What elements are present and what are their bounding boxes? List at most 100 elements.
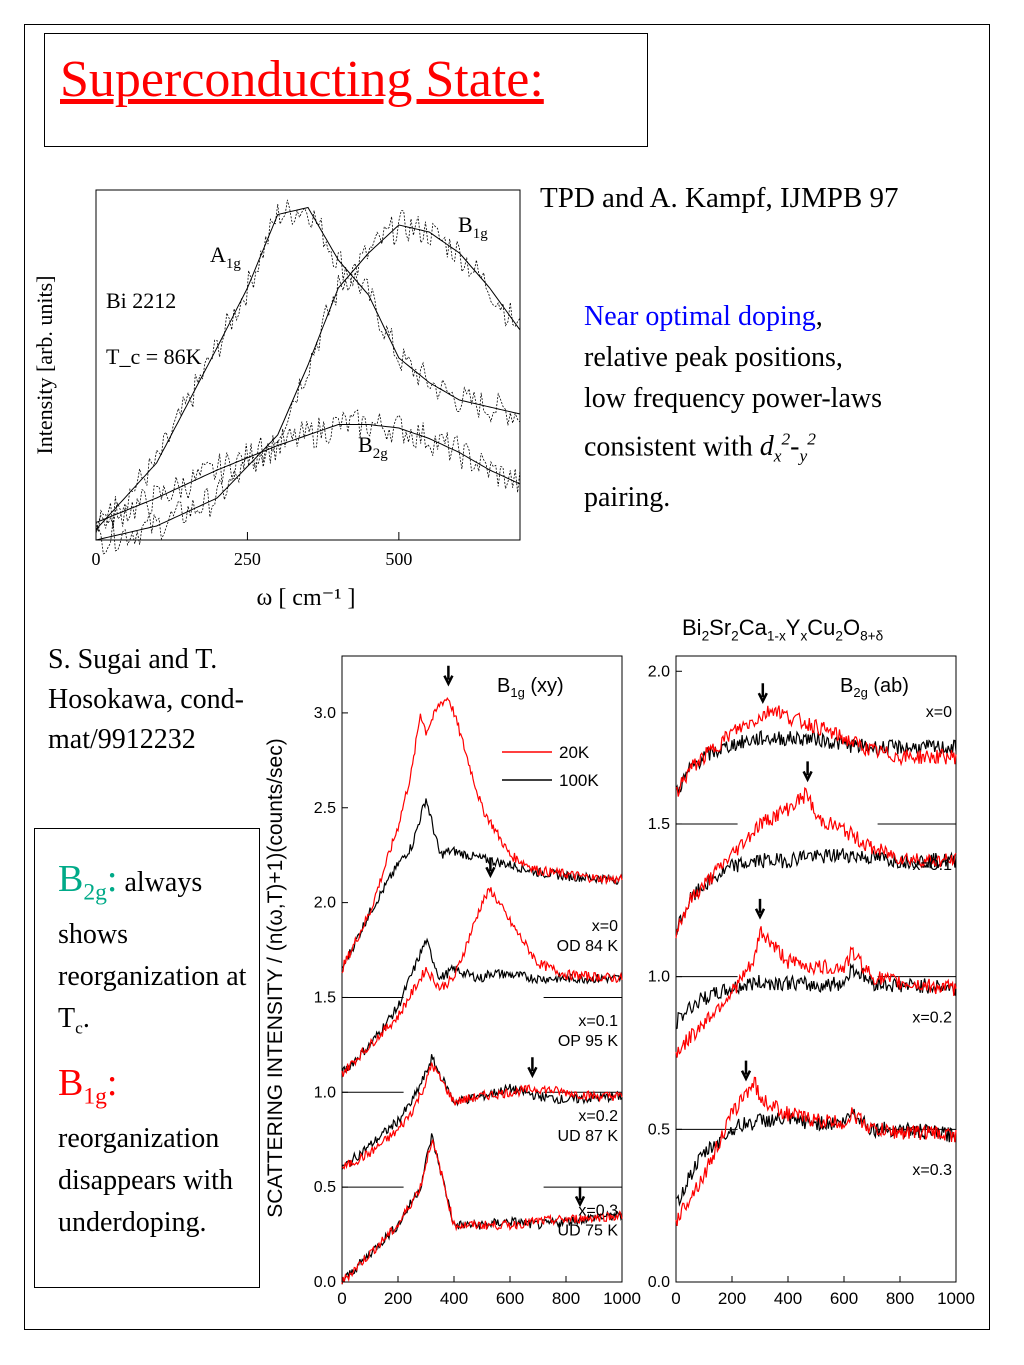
ytick-label: 0.0 (314, 1274, 336, 1291)
ytick-label: 1.0 (648, 969, 670, 986)
page-title: Superconducting State: (60, 51, 544, 108)
chart-b1g: x=0 OD 84 K x=0.1 OP 95 K x=0.2 UD 87 K x=0.3 U… (264, 655, 641, 1308)
legend-100k-label: 100K (559, 771, 599, 790)
curve-100k (341, 798, 623, 969)
peak-arrow (740, 1060, 752, 1082)
note-b2g-label: B2g: (58, 858, 118, 906)
chart1-data-b1g (95, 210, 521, 555)
panel-label-tc: OD 84 K (557, 938, 619, 955)
panel-label-tc: UD 87 K (558, 1128, 619, 1145)
chart3-title: B2g (ab) (840, 675, 909, 700)
description-line4: consistent with dx2-y2 (584, 430, 816, 466)
xtick-label: 800 (552, 1289, 580, 1308)
description-line4-text: consistent with (584, 431, 760, 463)
chart3-series-group: x=0 x=0.1 x=0.2 x=0.3 (675, 683, 957, 1283)
xtick-label: 200 (384, 1289, 412, 1308)
ytick-label: 2.0 (648, 663, 670, 680)
chart-bi2212: 0 250 500 Intensity [arb. units] ω [ cm⁻¹ … (32, 189, 521, 611)
chart2-ylabel: SCATTERING INTENSITY / (n(ω,T)+1)(counts… (264, 738, 287, 1217)
chart3-frame (675, 655, 957, 1283)
citation-top: TPD and A. Kampf, IJMPB 97 (540, 182, 899, 214)
ytick-label: 2.5 (314, 800, 336, 817)
note-b2g: B2g: always shows reorganization at Tc. (58, 858, 247, 1038)
xtick-label: 200 (718, 1289, 746, 1308)
ytick-label: 1.0 (314, 1084, 336, 1101)
panel-label-doping: x=0.1 (912, 857, 952, 874)
xtick-label: 800 (886, 1289, 914, 1308)
note-b1g: B1g: reorganization disappears with unde… (58, 1062, 258, 1244)
chart1-annotation-tc: T_c = 86K (106, 344, 202, 369)
chart1-series-group (95, 199, 521, 555)
peak-arrow (527, 1057, 538, 1079)
xtick-label: 0 (337, 1289, 346, 1308)
curve-100k (675, 728, 957, 794)
chart1-fit-a1g (95, 206, 521, 530)
description-line3: low frequency power-laws (584, 383, 882, 414)
ytick-label: 0.5 (314, 1179, 336, 1196)
curve-20k (341, 1062, 623, 1170)
chart1-xtick-label: 0 (92, 549, 101, 569)
xtick-label: 400 (774, 1289, 802, 1308)
panel-label-tc: UD 75 K (558, 1223, 619, 1240)
chart1-data-a1g (95, 199, 521, 532)
chart3-ticks: 0 200 400 600 800 1000 0.0 0.5 1.0 1.5 2.0 (648, 663, 975, 1308)
peak-arrow (574, 1186, 586, 1208)
chart1-xlabel: ω [ cm⁻¹ ] (257, 585, 356, 611)
ytick-label: 2.0 (314, 895, 336, 912)
peak-arrow (754, 898, 766, 920)
compound-formula: Bi2Sr2Ca1-xYxCu2O8+δ (682, 615, 884, 644)
description: Near optimal doping, relative peak posit… (584, 296, 882, 518)
chart2-ticks: 0 200 400 600 800 1000 0.0 0.5 1.0 1.5 2.0 2.5 3.0 (314, 705, 641, 1308)
curve-20k (341, 887, 623, 1077)
curve-20k (675, 705, 957, 797)
chart1-fit-b2g (95, 424, 521, 523)
panel-label-tc: OP 95 K (558, 1033, 619, 1050)
curve-100k (341, 1054, 623, 1170)
chart1-xtick-label: 500 (385, 549, 412, 569)
curve-100k (675, 848, 957, 936)
chart1-ylabel: Intensity [arb. units] (32, 275, 57, 454)
ytick-label: 0.5 (648, 1121, 670, 1138)
panel-label-doping: x=0 (592, 918, 618, 935)
chart-b2g: x=0x=0.1x=0.2x=0.3 0 200 400 600 800 10000.00… (648, 655, 975, 1308)
curve-20k (675, 1076, 957, 1227)
curve-20k (341, 1139, 623, 1285)
xtick-label: 1000 (603, 1289, 641, 1308)
curve-100k (675, 962, 957, 1030)
curve-20k (675, 926, 957, 1058)
chart1-data-b2g (95, 409, 521, 534)
chart1-label-b1g: B1g (458, 212, 488, 242)
peak-arrow (757, 683, 768, 705)
chart1-label-b2g: B2g (358, 432, 388, 462)
description-highlight: Near optimal doping (584, 301, 816, 332)
panel-label-doping: x=0 (926, 704, 952, 721)
curve-20k (675, 786, 957, 939)
panel-label-doping: x=0.3 (912, 1162, 952, 1179)
chart1-annotation-sample: Bi 2212 (106, 288, 176, 313)
chart1-ticks: 0 250 500 (92, 532, 412, 569)
chart2-series-group: x=0 OD 84 K x=0.1 OP 95 K x=0.2 UD 87 K x=0.3 U… (341, 665, 623, 1285)
chart2-frame (341, 655, 623, 1283)
panel-label-doping: x=0.1 (578, 1013, 618, 1030)
xtick-label: 0 (671, 1289, 680, 1308)
ytick-label: 1.5 (648, 816, 670, 833)
xtick-label: 600 (830, 1289, 858, 1308)
description-comma: , (815, 301, 823, 332)
note-b2g-text: always shows reorganization at T (58, 867, 247, 1034)
page-frame (24, 24, 990, 1330)
ytick-label: 3.0 (314, 705, 336, 722)
title-box (44, 33, 648, 147)
ytick-label: 1.5 (314, 989, 336, 1006)
description-line2: relative peak positions, (584, 342, 843, 373)
curve-20k (341, 696, 623, 974)
xtick-label: 600 (496, 1289, 524, 1308)
peak-arrow (802, 761, 813, 783)
curve-100k (675, 1108, 957, 1207)
chart1-fit-b1g (95, 224, 521, 541)
note-b1g-text: reorganization disappears with underdopi… (58, 1122, 233, 1238)
xtick-label: 400 (440, 1289, 468, 1308)
chart2-title: B1g (xy) (497, 675, 564, 700)
panel-label-doping: x=0.3 (578, 1203, 618, 1220)
chart1-label-a1g: A1g (210, 242, 241, 272)
panel-label-doping: x=0.2 (578, 1108, 618, 1125)
